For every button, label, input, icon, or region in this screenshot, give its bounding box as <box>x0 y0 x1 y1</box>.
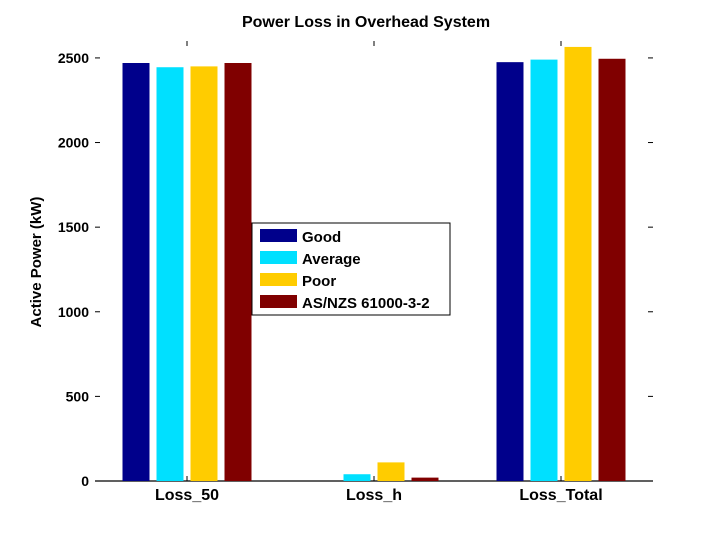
legend-swatch <box>260 273 297 286</box>
x-tick-label: Loss_h <box>346 487 402 504</box>
bar-loss-h-average <box>343 474 371 481</box>
bar-loss-50-good <box>122 63 150 481</box>
legend: Good Average Poor AS/NZS 61000-3-2 <box>251 222 451 316</box>
bar-loss-h-as-nzs-61000-3-2 <box>411 477 439 481</box>
plot-area: 0 500 1000 1500 2000 2500 Loss_50 Loss_h Loss_To… <box>58 41 653 504</box>
bar-loss-50-average <box>156 67 184 481</box>
legend-label: Poor <box>302 273 336 290</box>
legend-label: Good <box>302 229 341 246</box>
legend-label: Average <box>302 251 361 268</box>
legend-swatch <box>260 251 297 264</box>
y-tick-label: 0 <box>81 473 89 489</box>
bar-loss-h-poor <box>377 462 405 481</box>
bar-loss-total-as-nzs-61000-3-2 <box>598 58 626 482</box>
y-tick-label: 2000 <box>58 135 89 151</box>
y-tick-label: 2500 <box>58 50 89 66</box>
y-tick-label: 500 <box>66 388 90 404</box>
chart-title: Power Loss in Overhead System <box>242 14 490 31</box>
x-tick-label: Loss_Total <box>519 487 602 504</box>
y-axis-label: Active Power (kW) <box>28 197 45 328</box>
y-tick-label: 1500 <box>58 219 89 235</box>
bar-loss-total-good <box>496 62 524 482</box>
bar-loss-total-average <box>530 59 558 481</box>
y-tick-label: 1000 <box>58 304 89 320</box>
bar-loss-total-poor <box>564 46 592 482</box>
bar-loss-50-as-nzs-61000-3-2 <box>224 63 252 481</box>
bar-loss-50-poor <box>190 66 218 481</box>
legend-swatch <box>260 229 297 242</box>
legend-swatch <box>260 295 297 308</box>
x-tick-label: Loss_50 <box>155 487 219 504</box>
legend-label: AS/NZS 61000-3-2 <box>302 295 430 312</box>
